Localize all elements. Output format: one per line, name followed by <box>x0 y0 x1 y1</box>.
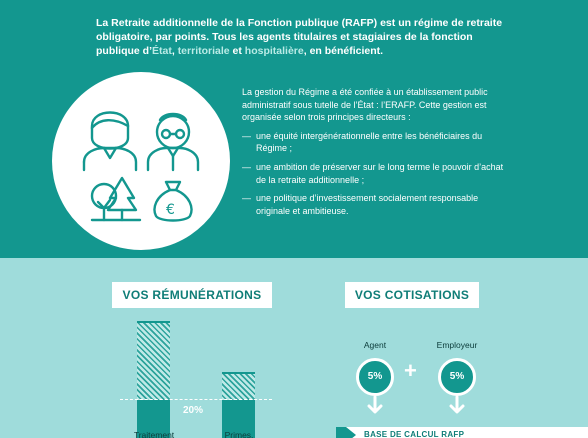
agent-label: Agent <box>363 340 387 350</box>
primes-label: Primes, <box>224 430 254 438</box>
primes-ratio-label: 20% <box>183 405 204 416</box>
employer-rate-badge: 5% <box>438 358 476 396</box>
traitement-bar-hatched <box>137 321 170 402</box>
intro-part1: La Retraite additionnelle de la Fonction… <box>96 17 503 57</box>
trees-icon <box>90 176 142 222</box>
base-calcul-label: BASE DE CALCUL RAFP <box>364 430 465 438</box>
cotisations-title: VOS COTISATIONS <box>345 282 479 308</box>
top-band: La Retraite additionnelle de la Fonction… <box>0 0 588 258</box>
intro-hospitaliere-highlight: hospitalière <box>244 45 304 57</box>
agent-down-arrow-icon <box>367 395 383 414</box>
traitement-bar-base <box>137 400 170 438</box>
euro-money-bag-icon: € <box>153 180 193 222</box>
illustration-circle: € <box>52 72 230 250</box>
primes-bar-base <box>222 400 255 438</box>
agent-rate-badge: 5% <box>356 358 394 396</box>
baseline-dashed-line <box>120 399 272 400</box>
governance-paragraph: La gestion du Régime a été confiée à un … <box>242 87 488 123</box>
principle-item: une équité intergénérationnelle entre le… <box>242 130 504 155</box>
remunerations-title: VOS RÉMUNÉRATIONS <box>112 282 272 308</box>
intro-text: La Retraite additionnelle de la Fonction… <box>96 16 506 58</box>
intro-separator-2: et <box>229 45 245 57</box>
employer-down-arrow-icon <box>449 395 465 414</box>
intro-part2: , en bénéficient. <box>303 45 384 57</box>
intro-territoriale-highlight: territoriale <box>177 45 230 57</box>
principle-item: une ambition de préserver sur le long te… <box>242 161 504 186</box>
banner-arrow-icon <box>336 427 356 438</box>
employer-label: Employeur <box>436 340 478 350</box>
elder-person-icon <box>146 112 200 172</box>
governance-block: La gestion du Régime a été confiée à un … <box>242 86 504 223</box>
principles-list: une équité intergénérationnelle entre le… <box>242 130 504 218</box>
principle-item: une politique d’investissement socialeme… <box>242 192 504 217</box>
intro-etat-highlight: État <box>152 45 172 57</box>
intro-separator-1: , <box>171 45 178 57</box>
young-person-icon <box>82 111 138 172</box>
primes-bar-hatched <box>222 372 255 402</box>
traitement-label: Traitement <box>133 430 175 438</box>
euro-symbol: € <box>166 202 175 218</box>
base-calcul-banner: BASE DE CALCUL RAFP <box>336 427 588 438</box>
plus-sign: + <box>404 358 417 383</box>
bottom-band: VOS RÉMUNÉRATIONS VOS COTISATIONS 20% Tr… <box>0 258 588 438</box>
